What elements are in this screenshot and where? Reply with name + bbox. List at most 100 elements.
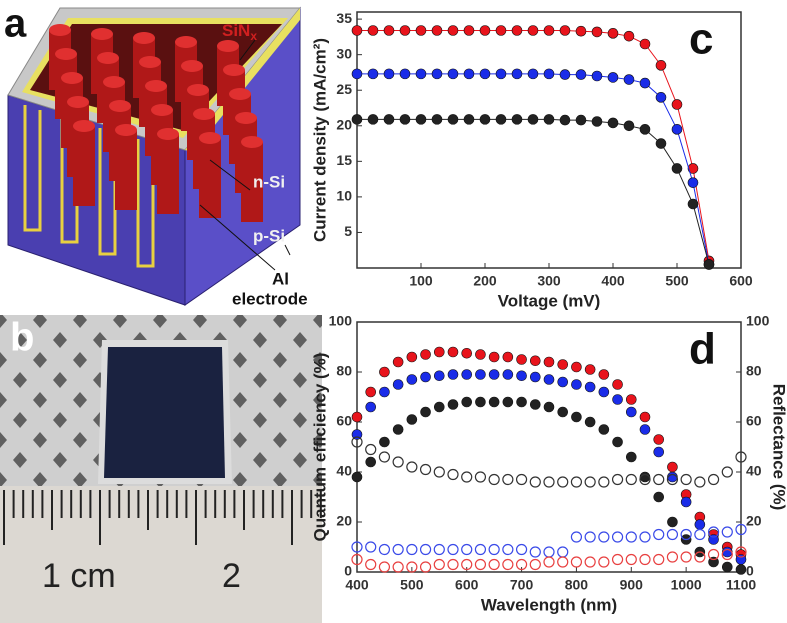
data-point xyxy=(351,541,363,553)
data-point xyxy=(511,114,523,125)
data-point xyxy=(367,25,379,36)
data-point xyxy=(571,379,582,390)
data-point xyxy=(707,526,720,538)
nanorod-top xyxy=(91,28,113,40)
data-point xyxy=(378,543,391,556)
data-point xyxy=(406,461,418,473)
data-point xyxy=(694,519,706,530)
data-point xyxy=(447,346,459,358)
data-point xyxy=(655,60,667,71)
data-point xyxy=(735,451,747,463)
data-point xyxy=(365,541,377,553)
data-point xyxy=(687,198,699,210)
data-point xyxy=(461,543,473,556)
data-point xyxy=(543,401,555,413)
data-point xyxy=(557,556,569,568)
data-point xyxy=(406,414,418,425)
data-point xyxy=(612,394,623,405)
data-point xyxy=(607,28,619,39)
y-tick-label: 10 xyxy=(336,188,352,204)
y-tick-label: 0 xyxy=(344,563,352,579)
data-point xyxy=(735,523,747,536)
data-point xyxy=(399,114,411,125)
data-point xyxy=(543,68,555,80)
layer-label: n-Si xyxy=(253,172,285,191)
data-point xyxy=(694,476,706,488)
data-point xyxy=(559,69,571,80)
y-tick-label: 30 xyxy=(336,45,352,61)
data-point xyxy=(543,476,555,488)
nanorod-top xyxy=(151,104,173,116)
nanorod-top xyxy=(193,108,215,120)
data-point xyxy=(511,68,523,80)
plot-frame xyxy=(356,11,742,269)
data-point xyxy=(623,30,635,42)
data-point xyxy=(529,558,541,571)
data-point xyxy=(721,548,733,561)
data-point xyxy=(667,461,678,473)
data-point xyxy=(653,446,665,458)
y-tick-label: 15 xyxy=(336,152,352,168)
data-point xyxy=(639,77,651,89)
data-point xyxy=(639,411,651,423)
nanorod-top xyxy=(175,36,197,48)
data-point xyxy=(479,114,491,125)
nanorod-top xyxy=(241,136,263,148)
data-point xyxy=(479,68,491,80)
data-point xyxy=(516,354,527,365)
data-point xyxy=(625,553,637,566)
x-tick-label: 300 xyxy=(537,273,561,289)
data-point xyxy=(463,114,475,125)
nanorod-top xyxy=(49,24,71,36)
y-tick-label: 60 xyxy=(336,413,352,429)
data-point xyxy=(639,473,651,486)
data-point xyxy=(575,69,587,80)
x-tick-label: 1100 xyxy=(726,577,757,593)
nanorod xyxy=(115,130,137,210)
data-point xyxy=(383,25,395,36)
data-point xyxy=(625,473,637,486)
data-point xyxy=(598,386,610,398)
data-point xyxy=(447,114,459,125)
data-point xyxy=(447,468,459,481)
data-point xyxy=(431,25,443,36)
data-point xyxy=(488,369,500,380)
data-point xyxy=(502,543,514,556)
data-point xyxy=(474,471,487,483)
data-point xyxy=(488,396,500,408)
data-point xyxy=(598,369,610,380)
data-point xyxy=(639,124,651,135)
data-point xyxy=(623,74,635,85)
data-point xyxy=(392,356,404,368)
data-point xyxy=(515,558,528,571)
data-point xyxy=(502,558,514,571)
x-tick-label: 800 xyxy=(565,577,589,593)
nanorod-top xyxy=(103,76,125,88)
data-point xyxy=(584,364,596,375)
data-point xyxy=(529,371,541,383)
nanorod-top xyxy=(67,96,89,108)
data-point xyxy=(557,476,569,488)
data-point xyxy=(420,406,431,418)
data-point xyxy=(591,26,603,38)
data-point xyxy=(571,361,582,373)
data-point xyxy=(543,114,555,125)
y-tick-label: 40 xyxy=(336,463,352,479)
data-point xyxy=(666,551,679,563)
data-point xyxy=(495,68,507,80)
data-point xyxy=(557,376,569,388)
y2-tick-label: 80 xyxy=(746,363,762,379)
y-axis-label: Current density (mA/cm²) xyxy=(310,38,329,242)
data-point xyxy=(415,114,427,125)
data-point xyxy=(527,68,539,80)
data-point xyxy=(502,351,514,363)
data-point xyxy=(379,366,390,378)
y2-tick-label: 20 xyxy=(746,513,762,529)
data-point xyxy=(591,70,603,82)
schematic: a SiNx n-Si p-Si Al electrode xyxy=(4,2,308,309)
data-point xyxy=(383,114,395,125)
data-point xyxy=(653,491,665,503)
data-point xyxy=(399,68,411,80)
nanorod-top xyxy=(97,52,119,64)
data-point xyxy=(392,561,404,573)
